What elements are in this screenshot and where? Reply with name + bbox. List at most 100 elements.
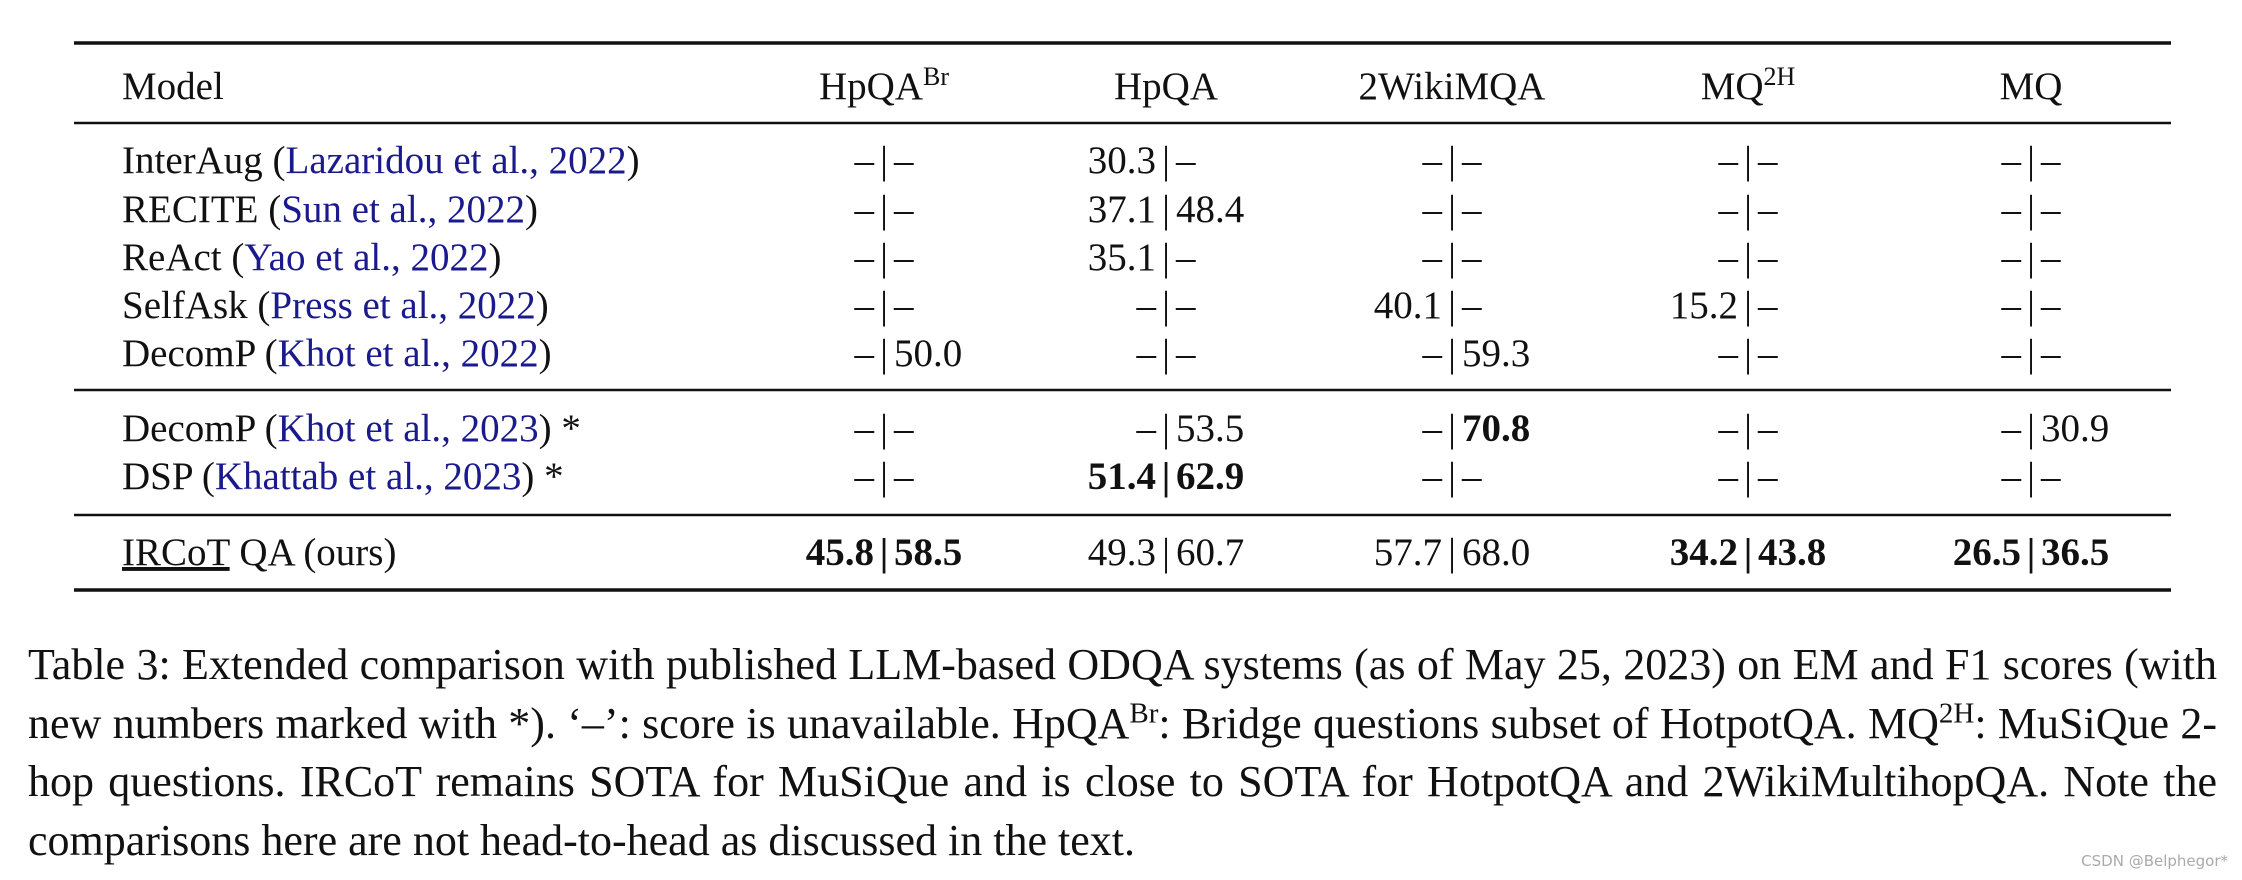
model-name: DSP (Khattab et al., 2023) * bbox=[122, 455, 564, 498]
score-separator: | bbox=[880, 455, 888, 498]
model-post: ) * bbox=[539, 407, 581, 450]
em-score: 37.1 bbox=[1088, 188, 1156, 231]
score-separator: | bbox=[1744, 455, 1752, 498]
f1-score: 43.8 bbox=[1758, 531, 1826, 574]
score-separator: | bbox=[2027, 236, 2035, 279]
score-separator: | bbox=[1744, 531, 1753, 574]
f1-score: – bbox=[1461, 455, 1482, 498]
model-post: ) bbox=[489, 236, 502, 279]
caption-sup: Br bbox=[1129, 696, 1159, 729]
em-score: – bbox=[2001, 236, 2022, 279]
citation: Lazaridou et al., 2022 bbox=[286, 139, 627, 182]
em-score: – bbox=[854, 455, 875, 498]
em-score: 30.3 bbox=[1088, 139, 1156, 182]
em-score: – bbox=[1422, 332, 1443, 375]
score-separator: | bbox=[2027, 407, 2035, 450]
em-score: – bbox=[1422, 188, 1443, 231]
f1-score: 70.8 bbox=[1462, 407, 1530, 450]
score-separator: | bbox=[1162, 455, 1171, 498]
f1-score: – bbox=[2040, 284, 2061, 327]
score-separator: | bbox=[1448, 236, 1456, 279]
model-post: ) * bbox=[521, 455, 563, 498]
model-post: ) bbox=[627, 139, 640, 182]
score-separator: | bbox=[1448, 188, 1456, 231]
score-separator: | bbox=[880, 332, 888, 375]
column-header: HpQABr bbox=[819, 62, 949, 108]
em-score: 34.2 bbox=[1670, 531, 1738, 574]
f1-score: – bbox=[1461, 139, 1482, 182]
caption-sup: 2H bbox=[1938, 696, 1975, 729]
em-score: – bbox=[2001, 455, 2022, 498]
score-separator: | bbox=[2027, 455, 2035, 498]
column-header: Model bbox=[122, 65, 224, 108]
em-score: – bbox=[1422, 236, 1443, 279]
model-name: DecomP (Khot et al., 2022) bbox=[122, 332, 552, 375]
score-separator: | bbox=[2027, 332, 2035, 375]
model-pre: InterAug ( bbox=[122, 139, 286, 182]
model-post: ) bbox=[525, 188, 538, 231]
citation: Press et al., 2022 bbox=[270, 284, 535, 327]
em-score: – bbox=[2001, 188, 2022, 231]
column-header: HpQA bbox=[1114, 65, 1218, 108]
model-post: QA (ours) bbox=[230, 531, 397, 574]
model-name: ReAct (Yao et al., 2022) bbox=[122, 236, 502, 279]
em-score: – bbox=[1718, 188, 1739, 231]
f1-score: – bbox=[1757, 332, 1778, 375]
score-separator: | bbox=[1448, 332, 1456, 375]
f1-score: – bbox=[893, 188, 914, 231]
watermark: CSDN @Belphegor* bbox=[2081, 852, 2228, 870]
f1-score: 60.7 bbox=[1176, 531, 1244, 574]
model-name: DecomP (Khot et al., 2023) * bbox=[122, 407, 581, 450]
em-score: – bbox=[1718, 455, 1739, 498]
f1-score: – bbox=[1461, 188, 1482, 231]
score-separator: | bbox=[880, 139, 888, 182]
score-separator: | bbox=[1448, 531, 1456, 574]
f1-score: – bbox=[893, 407, 914, 450]
em-score: – bbox=[2001, 407, 2022, 450]
score-separator: | bbox=[1744, 188, 1752, 231]
f1-score: – bbox=[1461, 236, 1482, 279]
column-header: 2WikiMQA bbox=[1359, 65, 1546, 108]
f1-score: – bbox=[1757, 188, 1778, 231]
f1-score: 53.5 bbox=[1176, 407, 1244, 450]
model-name: InterAug (Lazaridou et al., 2022) bbox=[122, 139, 640, 182]
em-score: – bbox=[2001, 284, 2022, 327]
em-score: – bbox=[854, 139, 875, 182]
caption-text: Table 3: Extended comparison with publis… bbox=[28, 640, 2217, 748]
score-separator: | bbox=[1162, 139, 1170, 182]
header-text: MQ bbox=[1701, 65, 1764, 108]
em-score: – bbox=[854, 188, 875, 231]
citation: Sun et al., 2022 bbox=[281, 188, 525, 231]
score-separator: | bbox=[2027, 188, 2035, 231]
score-separator: | bbox=[2027, 139, 2035, 182]
score-separator: | bbox=[880, 284, 888, 327]
column-header: MQ2H bbox=[1701, 62, 1796, 108]
em-score: – bbox=[854, 407, 875, 450]
f1-score: 58.5 bbox=[894, 531, 962, 574]
f1-score: – bbox=[893, 455, 914, 498]
f1-score: – bbox=[1461, 284, 1482, 327]
f1-score: – bbox=[2040, 332, 2061, 375]
model-underlined: IRCoT bbox=[122, 531, 231, 574]
table-caption: Table 3: Extended comparison with publis… bbox=[28, 636, 2217, 870]
f1-score: 59.3 bbox=[1462, 332, 1530, 375]
score-separator: | bbox=[1162, 332, 1170, 375]
caption-text: : Bridge questions subset of HotpotQA. M… bbox=[1158, 698, 1939, 748]
score-separator: | bbox=[1162, 236, 1170, 279]
f1-score: – bbox=[893, 236, 914, 279]
model-name: SelfAsk (Press et al., 2022) bbox=[122, 284, 549, 327]
f1-score: – bbox=[1757, 407, 1778, 450]
score-separator: | bbox=[880, 188, 888, 231]
header-text: HpQA bbox=[819, 65, 923, 108]
em-score: – bbox=[854, 332, 875, 375]
em-score: 35.1 bbox=[1088, 236, 1156, 279]
column-header: MQ bbox=[2000, 65, 2063, 108]
em-score: – bbox=[1422, 139, 1443, 182]
header-text: 2WikiMQA bbox=[1359, 65, 1546, 108]
score-separator: | bbox=[1162, 188, 1170, 231]
f1-score: 30.9 bbox=[2041, 407, 2109, 450]
f1-score: – bbox=[1757, 236, 1778, 279]
em-score: – bbox=[1718, 139, 1739, 182]
score-separator: | bbox=[1162, 284, 1170, 327]
f1-score: – bbox=[893, 139, 914, 182]
